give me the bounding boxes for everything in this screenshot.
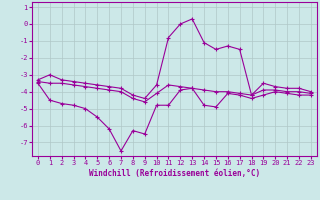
X-axis label: Windchill (Refroidissement éolien,°C): Windchill (Refroidissement éolien,°C) [89, 169, 260, 178]
